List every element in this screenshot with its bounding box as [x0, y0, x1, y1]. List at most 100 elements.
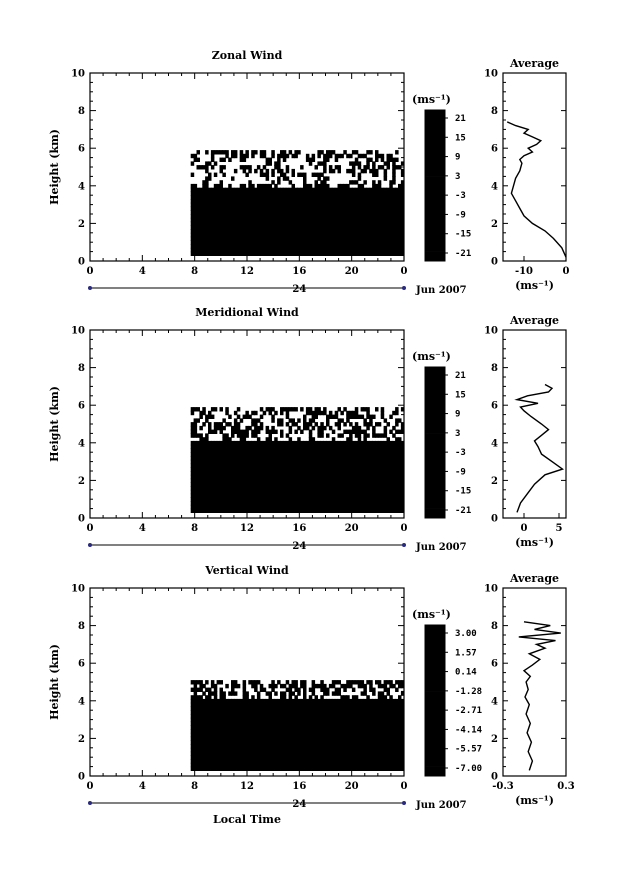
heatmap-cell — [222, 717, 226, 723]
heatmap-cell — [395, 191, 399, 196]
heatmap-cell — [239, 740, 244, 745]
heatmap-cell — [277, 493, 281, 498]
heatmap-cell — [268, 489, 272, 495]
heatmap-cell — [256, 504, 261, 510]
heatmap-cell — [317, 747, 321, 753]
heatmap-cell — [242, 247, 247, 253]
heatmap-cell — [251, 766, 255, 771]
heatmap-cell — [383, 217, 388, 223]
heatmap-cell — [360, 210, 365, 215]
heatmap-cell — [233, 236, 238, 241]
heatmap-cell — [349, 240, 353, 245]
heatmap-cell — [291, 691, 295, 696]
heatmap-cell — [277, 759, 281, 764]
heatmap-cell — [311, 766, 316, 771]
heatmap-cell — [354, 482, 359, 487]
heatmap-cell — [331, 459, 336, 465]
heatmap-cell — [265, 206, 270, 211]
heatmap-cell — [300, 247, 304, 253]
heatmap-cell — [392, 217, 396, 223]
heatmap-cell — [340, 698, 344, 704]
heatmap-cell — [285, 244, 290, 249]
heatmap-cell — [222, 195, 226, 200]
heatmap-cell — [308, 232, 313, 238]
heatmap-cell — [326, 467, 330, 472]
heatmap-cell — [285, 710, 290, 715]
heatmap-cell — [239, 165, 244, 170]
heatmap-cell — [303, 504, 307, 510]
heatmap-cell — [254, 232, 258, 238]
heatmap-cell — [245, 232, 249, 238]
heatmap-cell — [219, 740, 223, 745]
heatmap-cell — [228, 736, 232, 741]
heatmap-cell — [205, 247, 209, 253]
heatmap-cell — [228, 187, 232, 193]
date-label: Jun 2007 — [415, 542, 467, 553]
heatmap-cell — [213, 187, 218, 193]
heatmap-cell — [285, 456, 290, 461]
heatmap-cell — [294, 456, 298, 461]
heatmap-cell — [210, 236, 215, 241]
heatmap-cell — [233, 425, 238, 431]
heatmap-cell — [259, 191, 264, 196]
heatmap-cell — [314, 202, 318, 208]
heatmap-cell — [193, 721, 198, 726]
heatmap-cell — [222, 751, 226, 756]
heatmap-cell — [280, 717, 284, 723]
heatmap-cell — [288, 706, 293, 711]
heatmap-cell — [386, 482, 390, 487]
heatmap-cell — [294, 191, 298, 196]
heatmap-cell — [216, 221, 221, 226]
heatmap-cell — [308, 721, 313, 726]
heatmap-cell — [225, 732, 229, 738]
heatmap-cell — [254, 717, 258, 723]
heatmap-cell — [303, 418, 307, 423]
heatmap-cell — [231, 463, 235, 468]
heatmap-cell — [205, 698, 209, 704]
heatmap-cell — [377, 191, 382, 196]
heatmap-cell — [349, 489, 353, 495]
heatmap-cell — [274, 463, 278, 468]
heatmap-cell — [377, 236, 382, 241]
heatmap-cell — [205, 199, 209, 204]
heatmap-cell — [354, 232, 359, 238]
heatmap-cell — [254, 762, 258, 768]
heatmap-cell — [349, 244, 353, 249]
heatmap-cell — [233, 702, 238, 708]
heatmap-cell — [265, 463, 270, 468]
heatmap-cell — [372, 199, 376, 204]
heatmap-cell — [320, 736, 324, 741]
heatmap-cell — [291, 195, 295, 200]
colorbar-tick-label: 3 — [455, 172, 460, 182]
heatmap-cell — [282, 714, 287, 719]
heatmap-cell — [343, 225, 347, 230]
heatmap-cell — [233, 418, 238, 423]
heatmap-cell — [400, 489, 405, 495]
heatmap-cell — [239, 456, 244, 461]
colorbar-segment — [425, 242, 445, 252]
heatmap-cell — [386, 444, 390, 450]
heatmap-cell — [256, 695, 261, 700]
colorbar-tick-label: 15 — [455, 390, 466, 400]
heatmap-cell — [282, 755, 287, 760]
heatmap-cell — [398, 467, 402, 472]
heatmap-cell — [314, 751, 318, 756]
heatmap-cell — [277, 740, 281, 745]
heatmap-cell — [349, 714, 353, 719]
heatmap-cell — [280, 225, 284, 230]
heatmap-cell — [196, 456, 200, 461]
heatmap-cell — [242, 456, 247, 461]
heatmap-cell — [222, 486, 226, 491]
heatmap-cell — [395, 236, 399, 241]
heatmap-cell — [300, 482, 304, 487]
heatmap-cell — [274, 232, 278, 238]
heatmap-cell — [199, 766, 203, 771]
heatmap-cell — [343, 463, 347, 468]
heatmap-cell — [256, 202, 261, 208]
heatmap-cell — [357, 183, 362, 189]
heatmap-cell — [280, 206, 284, 211]
heatmap-cell — [285, 486, 290, 491]
heatmap-cell — [308, 471, 313, 476]
heatmap-cell — [213, 195, 218, 200]
heatmap-cell — [193, 493, 198, 498]
